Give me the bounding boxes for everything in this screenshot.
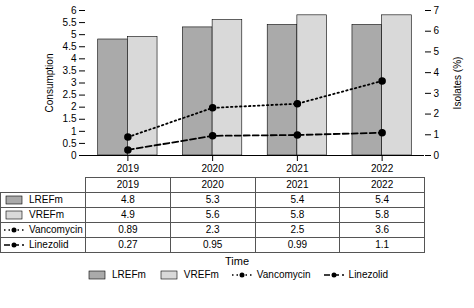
- html-text:2.3: 2.3: [205, 224, 220, 235]
- svg-text:5.5: 5.5: [63, 17, 77, 28]
- html-text:5.6: 5.6: [205, 209, 220, 220]
- html-text:LREFm: LREFm: [111, 269, 146, 280]
- svg-text:3: 3: [71, 77, 77, 88]
- svg-text:2: 2: [434, 108, 440, 119]
- svg-text:3.5: 3.5: [63, 65, 77, 76]
- html-text:5.8: 5.8: [290, 209, 305, 220]
- html-text:5.4: 5.4: [290, 194, 305, 205]
- html-text:Linezolid: Linezolid: [348, 269, 389, 280]
- svg-text:0.5: 0.5: [63, 138, 77, 149]
- svg-text:6: 6: [71, 5, 77, 16]
- svg-text:1: 1: [434, 129, 440, 140]
- html-text:Linezolid: Linezolid: [29, 239, 69, 250]
- html-text:VREFm: VREFm: [183, 269, 219, 280]
- svg-text:0: 0: [71, 150, 77, 161]
- svg-text:2021: 2021: [286, 163, 309, 174]
- html-text:0.89: 0.89: [118, 224, 138, 235]
- html-text:3.6: 3.6: [375, 224, 390, 235]
- html-text:5.8: 5.8: [375, 209, 390, 220]
- svg-text:7: 7: [434, 5, 440, 16]
- svg-text:6: 6: [434, 25, 440, 36]
- svg-text:2019: 2019: [117, 163, 140, 174]
- html-text:4.9: 4.9: [120, 209, 135, 220]
- svg-text:Isolates (%): Isolates (%): [452, 57, 463, 110]
- html-text:2022: 2022: [371, 179, 394, 190]
- svg-text:2020: 2020: [202, 163, 225, 174]
- html-text:2021: 2021: [286, 179, 309, 190]
- svg-text:Consumption: Consumption: [44, 54, 55, 113]
- svg-text:1: 1: [71, 126, 77, 137]
- svg-text:4.5: 4.5: [63, 41, 77, 52]
- html-text:0.99: 0.99: [287, 239, 308, 250]
- svg-text:4: 4: [71, 53, 77, 64]
- html-text:2.5: 2.5: [290, 224, 305, 235]
- html-text:Time: Time: [225, 255, 249, 267]
- svg-text:0: 0: [434, 150, 440, 161]
- svg-text:5: 5: [434, 46, 440, 57]
- html-text:5.4: 5.4: [375, 194, 390, 205]
- svg-text:2022: 2022: [371, 163, 394, 174]
- html-text:0.27: 0.27: [118, 239, 138, 250]
- html-text:Vancomycin: Vancomycin: [29, 224, 83, 235]
- html-text:Vancomycin: Vancomycin: [256, 269, 311, 280]
- html-text:4.8: 4.8: [120, 194, 135, 205]
- svg-text:2.5: 2.5: [63, 89, 77, 100]
- html-text:5.3: 5.3: [205, 194, 220, 205]
- html-text:2019: 2019: [116, 179, 139, 190]
- svg-text:4: 4: [434, 67, 440, 78]
- html-text:0.95: 0.95: [202, 239, 223, 250]
- svg-text:1.5: 1.5: [63, 113, 77, 124]
- html-text:2020: 2020: [201, 179, 224, 190]
- svg-text:3: 3: [434, 88, 440, 99]
- html-text:1.1: 1.1: [375, 239, 390, 250]
- svg-text:2: 2: [71, 101, 77, 112]
- html-text:VREFm: VREFm: [29, 209, 64, 220]
- html-text:LREFm: LREFm: [29, 194, 63, 205]
- svg-text:5: 5: [71, 29, 77, 40]
